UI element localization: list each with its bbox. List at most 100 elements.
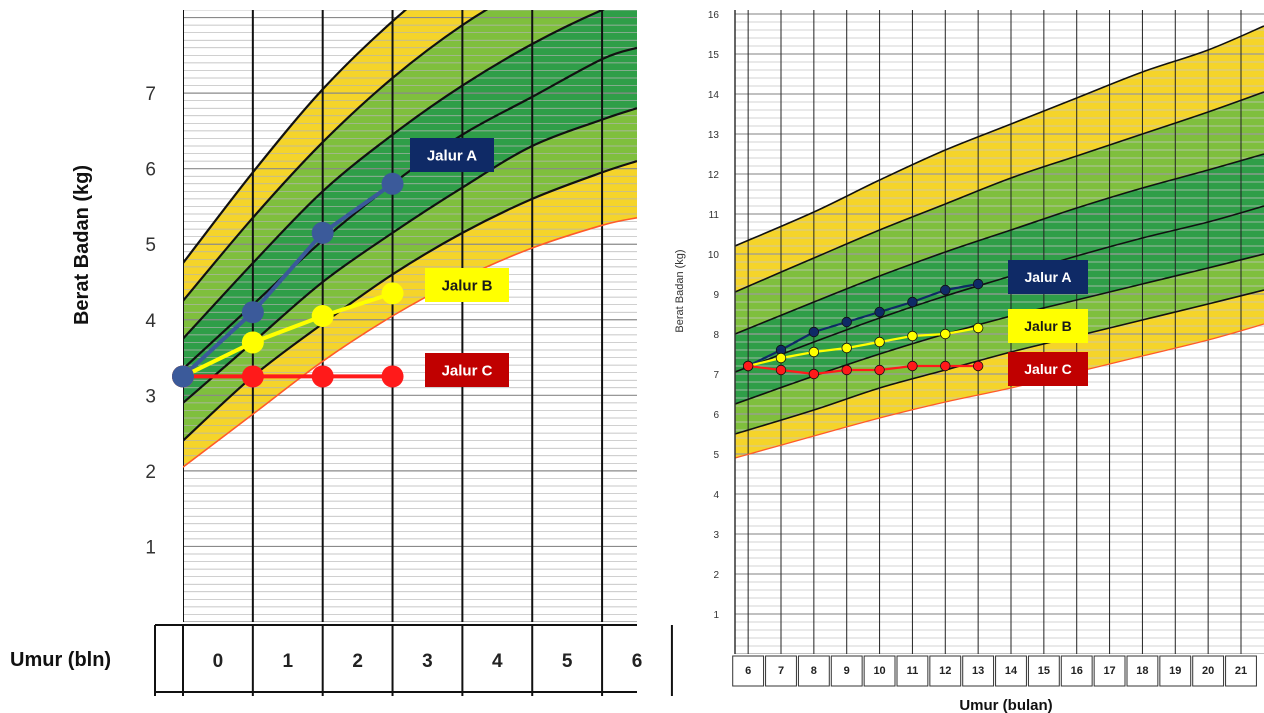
legend-label: Jalur C <box>442 362 493 379</box>
x-tick-label: 15 <box>1038 665 1050 677</box>
y-tick-label: 16 <box>708 10 720 21</box>
legend-swatch <box>410 138 494 172</box>
series-line <box>747 282 979 367</box>
reference-curve <box>183 10 605 340</box>
data-point <box>972 322 984 334</box>
table-cell <box>1225 655 1257 687</box>
x-tick-label: 19 <box>1169 665 1181 677</box>
x-tick-label: 1 <box>282 651 293 672</box>
chart-right-legend: Jalur A Jalur B Jalur C <box>1008 260 1088 386</box>
x-tick-label: 7 <box>778 665 784 677</box>
chart-left: 1 2 3 4 5 6 7 Berat Badan (kg) 0 1 2 3 4 5 6 Umur (b… <box>10 10 673 696</box>
chart-right-horizontal-gridlines <box>735 13 1264 654</box>
data-point <box>841 316 852 328</box>
data-point <box>874 364 885 376</box>
x-tick-label: 21 <box>1235 665 1247 677</box>
table-cell <box>962 655 995 687</box>
data-point <box>907 296 918 308</box>
y-tick-label: 3 <box>145 386 156 407</box>
chart-left-x-tick-labels: 0 1 2 3 4 5 6 <box>213 651 643 672</box>
y-tick-label: 4 <box>713 490 719 501</box>
series-line <box>182 291 394 379</box>
x-tick-label: 9 <box>844 665 850 677</box>
x-tick-label: 18 <box>1136 665 1148 677</box>
legend-label: Jalur C <box>1024 361 1071 377</box>
table-cell <box>1159 655 1192 687</box>
series-line <box>747 326 979 368</box>
data-point <box>808 368 820 380</box>
data-point <box>972 360 984 372</box>
x-tick-label: 0 <box>213 651 224 672</box>
reference-curve <box>183 10 408 264</box>
chart-right-y-axis-label: Berat Badan (kg) <box>674 249 686 332</box>
data-point <box>311 305 334 327</box>
y-tick-label: 1 <box>713 610 719 621</box>
reference-curve <box>183 217 637 468</box>
legend-label: Jalur B <box>442 277 493 294</box>
legend-item: Jalur A <box>410 138 494 172</box>
y-tick-label: 2 <box>713 570 719 581</box>
y-tick-label: 9 <box>713 290 719 301</box>
chart-left-x-axis-table <box>154 624 673 696</box>
growth-band <box>183 10 637 369</box>
y-tick-label: 5 <box>713 450 719 461</box>
growth-band <box>735 154 1264 372</box>
y-tick-label: 5 <box>145 235 156 256</box>
chart-right-growth-bands <box>735 26 1264 458</box>
data-point <box>940 360 951 372</box>
table-cell <box>1126 655 1159 687</box>
y-tick-label: 7 <box>145 84 156 105</box>
y-tick-label: 15 <box>708 50 720 61</box>
data-point <box>775 352 787 364</box>
growth-band <box>735 92 1264 334</box>
data-point <box>972 278 984 290</box>
y-tick-label: 7 <box>713 370 719 381</box>
legend-label: Jalur B <box>1024 318 1071 334</box>
data-point <box>808 346 820 358</box>
data-point <box>907 360 918 372</box>
data-point <box>241 331 264 354</box>
chart-right-series <box>742 278 984 380</box>
table-cell <box>797 655 830 687</box>
y-tick-label: 12 <box>708 170 720 181</box>
data-point <box>874 306 885 318</box>
table-cell <box>1093 655 1126 687</box>
chart-left-y-tick-labels: 1 2 3 4 5 6 7 <box>145 84 156 558</box>
reference-curve <box>183 10 489 302</box>
reference-curve <box>735 323 1264 459</box>
x-tick-label: 8 <box>811 665 817 677</box>
chart-left-y-axis-label: Berat Badan (kg) <box>71 165 93 325</box>
y-tick-label: 6 <box>145 160 156 181</box>
chart-left-horizontal-gridlines <box>183 10 637 622</box>
x-tick-label: 13 <box>972 665 984 677</box>
legend-swatch <box>425 268 509 302</box>
x-tick-label: 2 <box>352 651 363 672</box>
chart-right-x-tick-labels: 6 7 8 9 10 11 12 13 14 15 16 17 18 19 20 21 <box>745 665 1247 677</box>
reference-curve <box>735 153 1264 335</box>
x-tick-label: 5 <box>562 651 573 672</box>
table-cell <box>1027 655 1060 687</box>
x-tick-label: 6 <box>745 665 751 677</box>
y-tick-label: 1 <box>145 537 156 558</box>
table-cell <box>1192 655 1225 687</box>
table-cell <box>896 655 929 687</box>
legend-swatch <box>1008 260 1088 294</box>
x-tick-label: 12 <box>939 665 951 677</box>
data-point <box>381 282 404 305</box>
legend-label: Jalur A <box>427 147 477 164</box>
growth-band <box>735 254 1264 434</box>
y-tick-label: 8 <box>713 330 719 341</box>
x-tick-label: 10 <box>873 665 885 677</box>
y-tick-label: 14 <box>708 90 720 101</box>
table-cell <box>1060 655 1093 687</box>
growth-band <box>183 47 637 403</box>
data-point <box>907 330 918 342</box>
legend-item: Jalur C <box>425 353 509 387</box>
legend-swatch <box>1008 352 1088 386</box>
growth-band <box>183 161 637 468</box>
data-point <box>742 360 754 372</box>
y-tick-label: 11 <box>709 210 720 221</box>
y-tick-label: 10 <box>708 250 720 261</box>
